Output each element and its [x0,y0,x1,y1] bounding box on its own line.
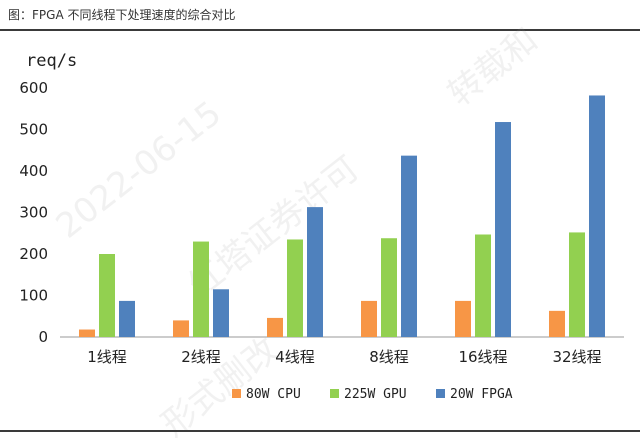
bar [119,300,135,337]
bar [589,95,605,337]
bar [173,320,189,337]
y-tick-label: 200 [19,245,48,263]
y-tick-label: 0 [38,328,48,346]
bar [549,310,565,337]
legend-swatch [436,389,445,398]
bar [475,234,491,337]
x-axis-categories: 1线程 2线程 4线程 8线程 16线程 32线程 [87,348,601,366]
bar [287,239,303,337]
bar [99,254,115,337]
bar [455,300,471,337]
bar [79,329,95,337]
bar [569,232,585,337]
y-axis-unit-label: req/s [26,51,77,71]
bottom-rule [0,430,640,432]
x-category-label: 16线程 [458,348,507,366]
bar [213,289,229,337]
top-rule [0,29,640,31]
bars-group [79,95,605,337]
legend-swatch [330,389,339,398]
bar [401,155,417,337]
bar [361,300,377,337]
bar [307,207,323,337]
x-category-label: 2线程 [181,348,221,366]
x-category-label: 32线程 [552,348,601,366]
x-category-label: 4线程 [275,348,315,366]
y-tick-label: 300 [19,204,48,222]
bar [193,241,209,337]
x-category-label: 1线程 [87,348,127,366]
y-axis-ticks: 0 100 200 300 400 500 600 [19,79,48,346]
legend-label: 20W FPGA [450,387,513,402]
bar-chart: req/s 0 100 200 300 400 500 600 1线程 2线程 4线程 8线程 16… [19,51,624,402]
y-tick-label: 600 [19,79,48,97]
legend-label: 80W CPU [246,387,301,402]
y-tick-label: 500 [19,121,48,139]
bar [495,122,511,337]
x-category-label: 8线程 [369,348,409,366]
legend: 80W CPU 225W GPU 20W FPGA [232,387,513,402]
legend-label: 225W GPU [344,387,407,402]
bar [267,317,283,337]
figure-caption: 图：FPGA 不同线程下处理速度的综合对比 [8,8,236,22]
legend-swatch [232,389,241,398]
y-tick-label: 400 [19,162,48,180]
y-tick-label: 100 [19,287,48,305]
bar [381,238,397,337]
